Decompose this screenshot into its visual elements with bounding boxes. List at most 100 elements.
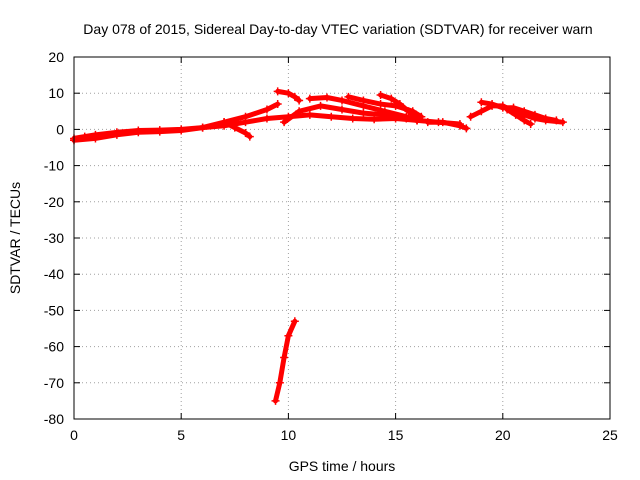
y-tick-label: 0 — [56, 121, 64, 137]
series-line — [504, 107, 534, 127]
data-point — [530, 110, 539, 119]
data-point — [348, 114, 357, 123]
data-point — [477, 98, 486, 107]
x-tick-label: 15 — [388, 427, 404, 443]
data-point — [273, 87, 282, 96]
data-point — [305, 94, 314, 103]
data-point — [344, 92, 353, 101]
data-point — [477, 107, 486, 116]
data-point — [376, 91, 385, 100]
series-line — [221, 119, 253, 140]
series-peak-10h — [273, 87, 304, 105]
data-point — [511, 110, 520, 119]
data-point — [134, 128, 143, 137]
data-point — [305, 110, 314, 119]
y-tick-label: -70 — [44, 375, 64, 391]
data-point — [241, 129, 250, 138]
y-tick-label: -50 — [44, 302, 64, 318]
data-point — [413, 114, 422, 123]
data-point — [488, 100, 497, 109]
data-point — [91, 134, 100, 143]
y-tick-label: -30 — [44, 230, 64, 246]
data-point — [262, 105, 271, 114]
data-point — [262, 114, 271, 123]
y-tick-label: 20 — [48, 49, 64, 65]
data-point — [241, 118, 250, 127]
data-point — [395, 100, 404, 109]
series-layer — [70, 87, 567, 405]
series-arc-20-22 — [503, 105, 535, 128]
data-point — [112, 130, 121, 139]
data-point — [290, 317, 299, 326]
series-branch-8h — [220, 118, 254, 141]
data-point — [327, 112, 336, 121]
data-point — [338, 96, 346, 105]
data-point — [230, 123, 239, 132]
data-point — [402, 112, 411, 121]
data-point — [520, 116, 529, 125]
data-point — [438, 118, 447, 127]
y-axis-label: SDTVAR / TECUs — [7, 182, 23, 294]
series-line — [273, 318, 298, 404]
data-point — [295, 107, 304, 116]
data-point — [404, 107, 413, 116]
data-point — [520, 107, 529, 116]
data-point — [380, 107, 389, 116]
series-arc-13-16 — [344, 92, 426, 121]
data-point — [220, 118, 229, 127]
chart-title: Day 078 of 2015, Sidereal Day-to-day VTE… — [83, 21, 592, 37]
data-point — [245, 132, 254, 141]
data-point — [275, 378, 284, 387]
series-line — [425, 119, 469, 131]
data-point — [462, 124, 471, 133]
data-point — [526, 119, 535, 128]
data-point — [552, 116, 561, 125]
series-tail-18h — [423, 118, 471, 133]
data-point — [177, 126, 186, 135]
data-point — [290, 92, 299, 101]
data-point — [423, 118, 432, 127]
x-axis-label: GPS time / hours — [289, 458, 396, 474]
data-point — [284, 331, 293, 340]
series-line — [275, 88, 302, 103]
x-tick-label: 25 — [602, 427, 618, 443]
data-point — [376, 100, 385, 109]
data-point — [316, 101, 325, 110]
data-point — [558, 118, 567, 127]
data-point — [466, 112, 475, 121]
y-tick-label: -20 — [44, 194, 64, 210]
data-point — [198, 123, 207, 132]
data-point — [271, 396, 280, 405]
data-point — [273, 100, 282, 109]
x-tick-label: 10 — [281, 427, 297, 443]
x-tick-label: 0 — [70, 427, 78, 443]
y-tick-label: -40 — [44, 266, 64, 282]
data-point — [370, 115, 379, 124]
data-point — [541, 114, 550, 123]
y-tick-label: 10 — [48, 85, 64, 101]
y-tick-label: -10 — [44, 158, 64, 174]
data-point — [338, 105, 346, 114]
data-point — [509, 103, 518, 112]
y-tick-labels: 20 10 0 -10 -20 -30 -40 -50 -60 -70 -80 — [44, 49, 64, 427]
data-point — [280, 118, 289, 127]
data-point — [322, 93, 331, 102]
series-arc-19-22 — [477, 98, 561, 125]
x-tick-labels: 0 5 10 15 20 25 — [70, 427, 618, 443]
data-point — [284, 89, 293, 98]
y-tick-label: -80 — [44, 411, 64, 427]
ticks — [73, 56, 611, 420]
data-point — [155, 127, 164, 136]
x-tick-label: 20 — [495, 427, 511, 443]
x-tick-label: 5 — [177, 427, 185, 443]
y-tick-label: -60 — [44, 339, 64, 355]
data-point — [503, 105, 512, 114]
data-point — [387, 94, 396, 103]
series-arc-14-16 — [376, 91, 422, 123]
data-point — [455, 121, 464, 130]
data-point — [295, 96, 304, 105]
data-point — [359, 96, 368, 105]
series-dip-10h — [271, 317, 299, 405]
data-point — [280, 353, 289, 362]
